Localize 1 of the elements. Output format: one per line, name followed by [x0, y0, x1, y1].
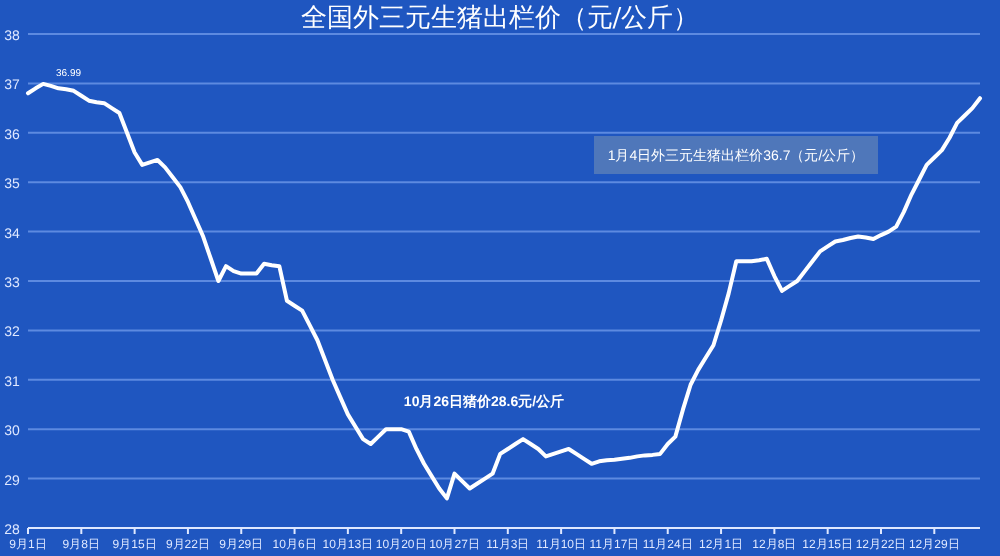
chart-title: 全国外三元生猪出栏价（元/公斤）	[300, 4, 700, 34]
